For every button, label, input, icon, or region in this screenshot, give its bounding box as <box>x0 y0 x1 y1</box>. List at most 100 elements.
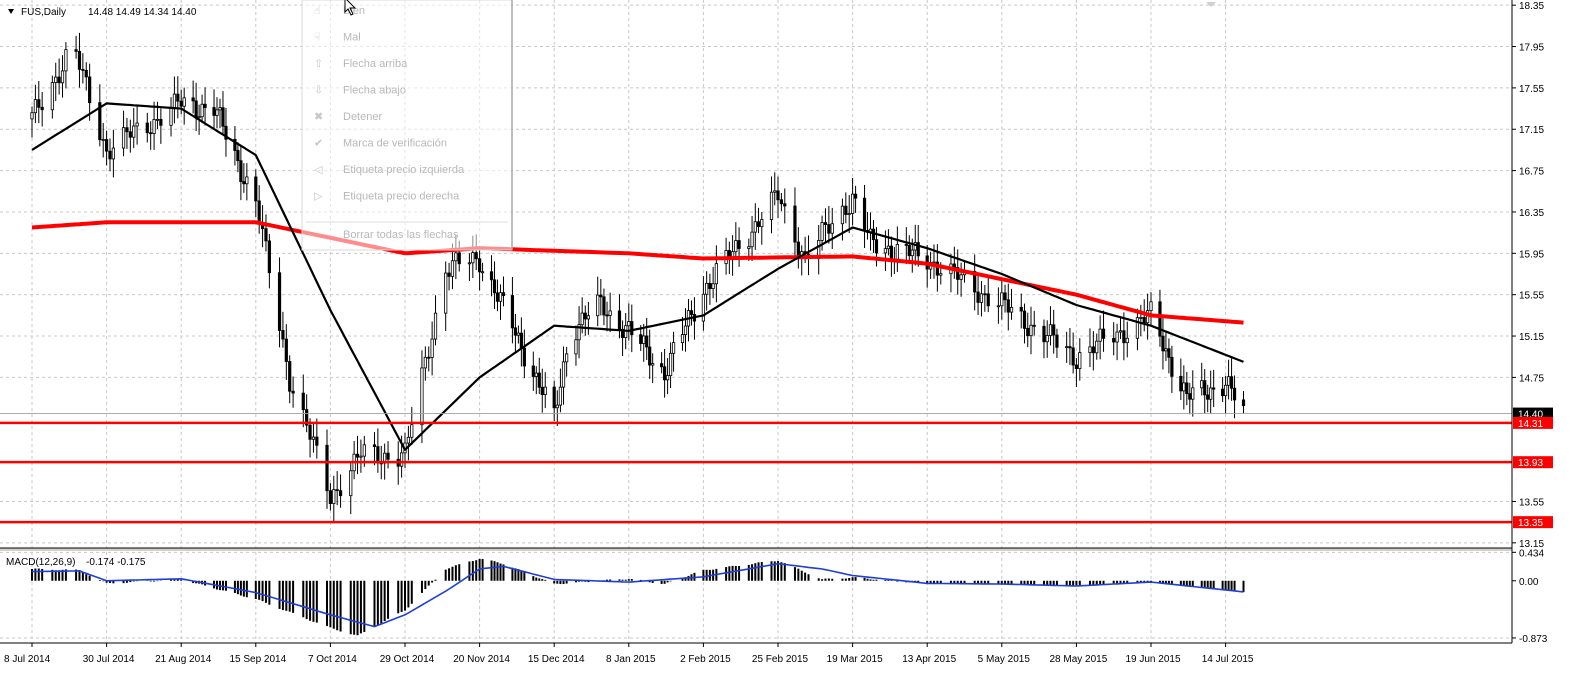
x-tick-label: 28 May 2015 <box>1049 654 1107 665</box>
menu-item[interactable]: ◁ Etiqueta precio izquierda <box>314 163 465 176</box>
candle <box>737 227 741 267</box>
check-icon: ✔ <box>314 137 323 150</box>
x-tick-label: 8 Jan 2015 <box>606 654 656 665</box>
candle <box>1122 312 1126 361</box>
y-tick-label: 16.35 <box>1519 208 1544 219</box>
macd-tick-label: 0.434 <box>1519 548 1544 559</box>
menu-item[interactable]: ☟ Mal <box>314 31 361 44</box>
candle <box>81 53 85 84</box>
candle <box>1158 289 1162 347</box>
shift-marker-icon[interactable] <box>1206 2 1216 7</box>
candle <box>983 284 987 312</box>
y-tick-label: 18.35 <box>1519 1 1544 12</box>
candle <box>1101 310 1106 352</box>
candle <box>663 348 667 398</box>
menu-item-label: Detener <box>343 111 382 123</box>
candle <box>284 324 288 380</box>
candle <box>1071 332 1075 374</box>
macd-values-label: -0.174 -0.175 <box>86 557 146 568</box>
candle <box>355 435 360 475</box>
candle <box>332 475 336 522</box>
candle <box>212 89 216 130</box>
candle <box>668 342 673 389</box>
menu-item[interactable]: ⇩ Flecha abajo <box>314 84 406 97</box>
candle <box>1115 323 1119 361</box>
candle <box>111 129 115 178</box>
candle <box>853 185 858 213</box>
macd-signal-line <box>31 562 1244 628</box>
current-price-tag <box>1513 407 1553 420</box>
candle <box>37 81 41 124</box>
candle <box>433 295 438 346</box>
candle <box>215 97 219 129</box>
moving-average-slow-line <box>31 220 1244 325</box>
candle <box>904 227 908 264</box>
candle <box>830 207 834 249</box>
candle <box>510 277 515 344</box>
candle <box>773 172 777 206</box>
candle <box>105 130 109 166</box>
menu-item[interactable]: ⇧ Flecha arriba <box>314 57 408 70</box>
candle <box>1170 345 1174 393</box>
current-price-label: 14.40 <box>1518 410 1543 421</box>
candle <box>1098 315 1102 360</box>
support-price-tag <box>1513 416 1553 429</box>
candle <box>565 346 569 377</box>
candle <box>281 311 285 348</box>
y-tick-label: 13.55 <box>1519 497 1544 508</box>
candle <box>236 142 240 173</box>
menu-item[interactable]: ✔ Marca de verificación <box>314 137 447 150</box>
menu-item[interactable]: ✖ Detener <box>314 110 382 123</box>
candle <box>254 169 258 217</box>
candle <box>1088 328 1092 368</box>
candle <box>338 474 343 508</box>
x-tick-label: 29 Oct 2014 <box>380 654 435 665</box>
y-tick-label: 16.75 <box>1519 167 1544 178</box>
menu-panel <box>301 0 513 251</box>
candle <box>555 390 559 426</box>
candle <box>630 304 634 353</box>
pane-separator[interactable] <box>0 548 1512 551</box>
moving-average-fast-line <box>31 102 1244 451</box>
candle <box>671 331 676 372</box>
arrow-objects-menu[interactable]: ☝ Bien☟ Mal⇧ Flecha arriba⇩ Flecha abajo✖ Det… <box>301 0 513 251</box>
x-tick-label: 5 May 2015 <box>978 654 1031 665</box>
candle <box>1022 303 1027 344</box>
menu-item[interactable]: ▷ Etiqueta precio derecha <box>314 190 460 203</box>
candle <box>651 353 655 384</box>
candle <box>753 203 757 250</box>
candle <box>1241 391 1246 414</box>
candle <box>660 352 664 374</box>
y-tick-label: 15.15 <box>1519 332 1544 343</box>
candle <box>242 163 246 193</box>
candle <box>513 313 518 353</box>
support-price-label: 13.93 <box>1518 458 1543 469</box>
candle <box>1112 322 1116 356</box>
menu-item-label: Flecha arriba <box>343 58 408 70</box>
candle <box>1065 331 1069 363</box>
candle <box>851 177 855 226</box>
candle <box>959 262 963 297</box>
arrow-down-icon: ⇩ <box>314 84 323 97</box>
candle <box>501 276 506 307</box>
candle <box>534 366 538 395</box>
triangle-down-icon[interactable] <box>8 9 14 14</box>
candle <box>689 300 694 326</box>
candle <box>844 192 848 224</box>
candle <box>1091 331 1095 371</box>
candle <box>776 176 780 219</box>
candle <box>245 163 249 201</box>
candle <box>1019 293 1023 329</box>
menu-item[interactable]: Borrar todas las flechas <box>343 229 459 241</box>
candle <box>599 278 603 316</box>
candle <box>60 55 65 98</box>
candle <box>756 207 761 234</box>
candle <box>128 119 132 153</box>
thumb-up-icon: ☝ <box>314 4 321 17</box>
candle <box>574 325 578 366</box>
x-tick-label: 13 Apr 2015 <box>902 654 956 665</box>
macd-title-label: MACD(12,26,9) <box>6 557 75 568</box>
candle <box>1232 375 1237 419</box>
